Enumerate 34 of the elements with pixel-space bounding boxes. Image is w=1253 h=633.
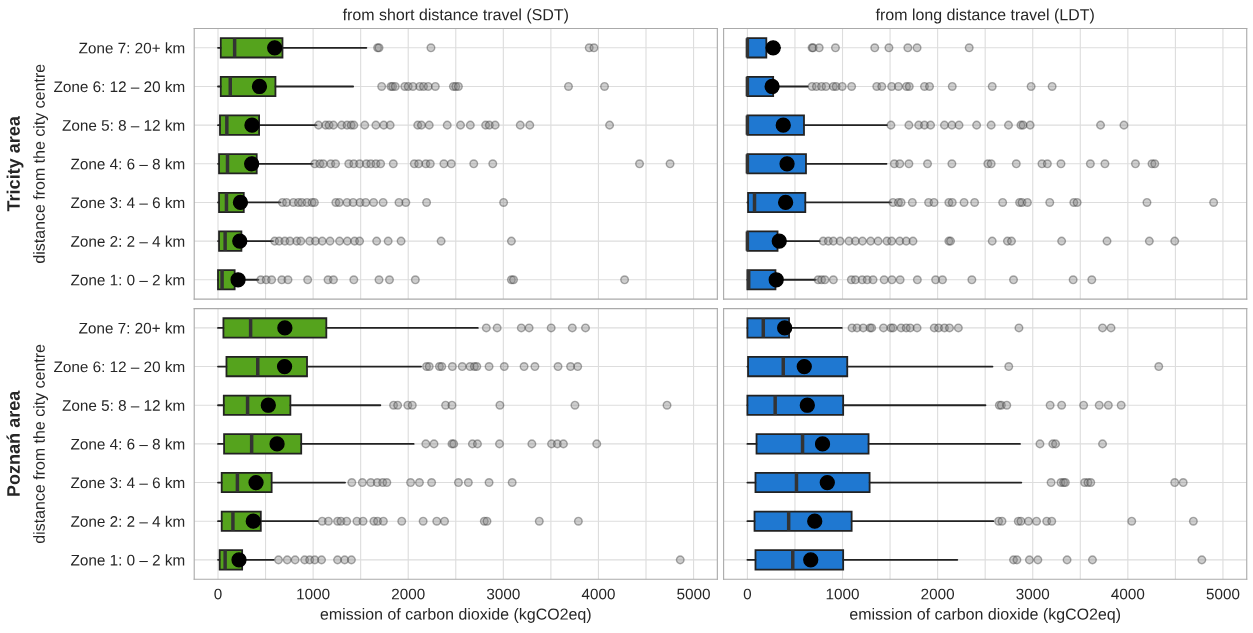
x-tick-label: 2000 (392, 588, 425, 600)
y-axis-title: distance from the city centre (33, 344, 49, 544)
x-tick-label: 0 (743, 588, 752, 600)
x-tick-label: 3000 (486, 588, 520, 600)
y-tick-label: Zone 3: 4 – 6 km (71, 477, 185, 489)
y-tick-label: Zone 6: 12 – 20 km (54, 361, 185, 373)
y-tick-label: Zone 1: 0 – 2 km (71, 274, 185, 286)
y-tick-label: Zone 1: 0 – 2 km (71, 554, 185, 566)
y-axis-title: distance from the city centre (33, 64, 49, 263)
y-tick-label: Zone 3: 4 – 6 km (71, 196, 185, 209)
y-tick-label: Zone 4: 6 – 8 km (71, 438, 185, 450)
x-axis-title: emission of carbon dioxide (kgCO2eq) (850, 608, 1121, 623)
text: Poznań area (6, 390, 20, 496)
x-tick-label: 2000 (921, 588, 955, 600)
y-tick-label: Zone 4: 6 – 8 km (71, 158, 185, 170)
chart-title: from long distance travel (LDT) (875, 8, 1094, 24)
x-tick-label: 5000 (677, 588, 710, 600)
x-tick-label: 3000 (1016, 588, 1050, 600)
x-tick-label: 4000 (1111, 588, 1145, 600)
y-tick-label: Zone 5: 8 – 12 km (62, 399, 185, 411)
x-axis-title: emission of carbon dioxide (kgCO2eq) (320, 608, 591, 623)
x-tick-label: 1000 (297, 588, 330, 600)
text: Tricity area (6, 116, 24, 212)
y-tick-label: Zone 7: 20+ km (79, 42, 185, 54)
chart-title: from short distance travel (SDT) (342, 8, 568, 24)
x-tick-label: 1000 (826, 588, 859, 600)
x-tick-label: 0 (214, 588, 222, 600)
y-tick-label: Zone 2: 2 – 4 km (71, 515, 185, 527)
y-tick-label: Zone 6: 12 – 20 km (54, 80, 185, 93)
x-tick-label: 5000 (1206, 588, 1240, 600)
y-tick-label: Zone 5: 8 – 12 km (62, 119, 185, 131)
x-tick-label: 4000 (581, 588, 615, 600)
y-tick-label: Zone 2: 2 – 4 km (71, 235, 185, 247)
y-tick-label: Zone 7: 20+ km (79, 322, 185, 334)
